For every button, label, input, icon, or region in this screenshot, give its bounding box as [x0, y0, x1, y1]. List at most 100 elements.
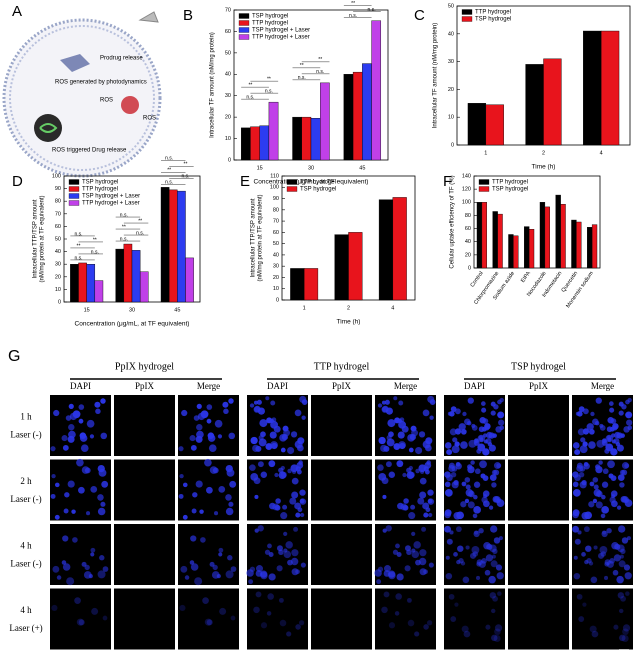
nucleus — [68, 424, 75, 431]
nucleus — [256, 399, 262, 405]
x-tick-label: 30 — [308, 165, 314, 171]
nucleus — [383, 570, 391, 577]
nucleus — [612, 569, 619, 576]
nucleus — [609, 496, 616, 504]
nucleus — [444, 525, 452, 533]
nucleus — [78, 486, 85, 494]
y-tick-label: 20 — [55, 274, 61, 280]
group-header: TSP hydrogel — [511, 361, 566, 372]
nucleus — [291, 491, 299, 499]
legend-swatch — [478, 186, 490, 192]
nucleus — [444, 481, 451, 488]
nucleus — [605, 443, 614, 452]
nucleus — [286, 631, 292, 637]
significance-label: n.s. — [265, 88, 273, 94]
nucleus — [71, 509, 76, 514]
nucleus — [492, 595, 498, 602]
nucleus — [591, 630, 599, 638]
nucleus — [279, 619, 287, 627]
nucleus — [448, 593, 455, 600]
nucleus — [388, 622, 396, 629]
nucleus — [299, 489, 306, 496]
panel-a: A Prodrug release ROS generated by photo… — [2, 3, 162, 178]
nucleus — [100, 501, 106, 507]
nucleus — [592, 477, 599, 483]
channel-label: DAPI — [267, 381, 288, 391]
nucleus — [419, 477, 427, 485]
nucleus — [411, 550, 420, 559]
bar — [492, 211, 498, 269]
micrograph — [247, 588, 308, 650]
micrograph — [114, 524, 175, 585]
nucleus — [445, 572, 453, 580]
nucleus — [590, 411, 595, 417]
nucleus — [189, 560, 195, 565]
nucleus — [417, 497, 425, 505]
channel-label: DAPI — [70, 381, 91, 391]
nucleus — [497, 399, 502, 405]
row-label: 1 h — [20, 412, 32, 422]
nucleus — [50, 493, 56, 499]
significance-label: ** — [370, 0, 374, 1]
nucleus — [624, 498, 629, 503]
nucleus — [398, 400, 404, 406]
nucleus — [295, 512, 301, 518]
nucleus — [76, 458, 84, 467]
bar — [362, 63, 372, 161]
bar — [560, 204, 566, 269]
bar — [467, 103, 487, 146]
micrograph — [375, 588, 436, 650]
nucleus — [385, 525, 392, 532]
bar — [303, 268, 319, 301]
nucleus — [382, 528, 387, 533]
legend-label: TTP hydrogel — [252, 21, 288, 27]
nucleus — [427, 498, 435, 505]
nucleus — [179, 604, 186, 612]
nucleus — [80, 444, 89, 452]
significance-label: n.s. — [165, 180, 173, 186]
nucleus — [283, 531, 288, 537]
nucleus — [490, 410, 496, 416]
nucleus — [494, 628, 501, 636]
micrograph — [178, 524, 239, 585]
nucleus — [426, 620, 433, 626]
nucleus — [190, 535, 197, 542]
y-axis-label: Intracellular TTP/TSP amount — [251, 198, 257, 277]
nucleus — [482, 433, 488, 438]
y-axis-label: Intracellular TTP/TSP amount — [33, 199, 39, 278]
nucleus — [89, 434, 95, 439]
nucleus — [267, 543, 272, 549]
bar — [177, 190, 186, 303]
nucleus — [385, 461, 392, 468]
nucleus — [409, 434, 417, 441]
legend-label: TTP hydrogel — [300, 180, 336, 186]
nucleus — [618, 410, 624, 416]
nucleus — [374, 569, 382, 577]
legend-label: TSP hydrogel + Laser — [82, 194, 140, 200]
nucleus — [204, 458, 212, 467]
nucleus — [621, 635, 629, 642]
nucleus — [610, 418, 617, 425]
micrograph — [178, 395, 239, 456]
nucleus — [473, 440, 480, 446]
nucleus — [283, 548, 288, 553]
nucleus — [616, 575, 624, 584]
nucleus — [473, 506, 481, 514]
nucleus — [415, 446, 423, 455]
nucleus — [382, 494, 387, 499]
nucleus — [83, 571, 92, 579]
nucleus — [62, 563, 71, 571]
nucleus — [606, 426, 613, 433]
annotation: ROS triggered Drug release — [52, 148, 127, 154]
bar — [378, 199, 394, 301]
bar — [320, 82, 330, 161]
nucleus — [481, 496, 488, 504]
nucleus — [226, 468, 235, 477]
nucleus — [68, 403, 74, 409]
nucleus — [260, 471, 268, 479]
nucleus — [573, 572, 581, 580]
nucleus — [572, 488, 581, 497]
nucleus — [455, 408, 461, 415]
nucleus — [54, 482, 60, 488]
y-tick-label: 70 — [55, 211, 61, 217]
